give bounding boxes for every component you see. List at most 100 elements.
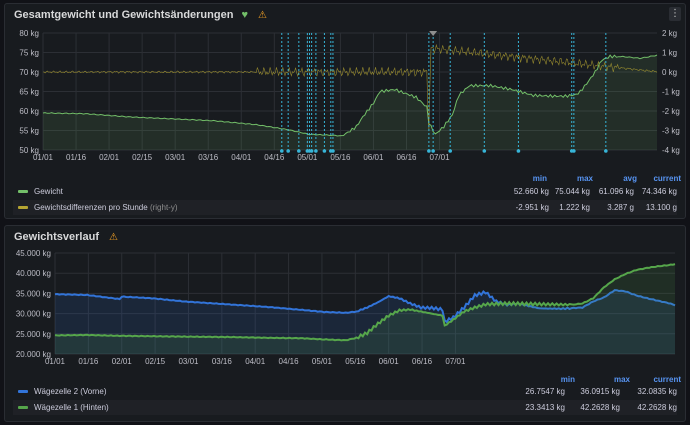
x-tick-label: 07/01 <box>445 357 466 366</box>
annotation-marker <box>448 149 453 153</box>
y-tick-label: 75 kg <box>19 49 39 58</box>
y-tick-label: 25.000 kg <box>16 330 51 339</box>
annotation-marker <box>516 149 521 153</box>
x-tick-label: 01/16 <box>66 153 87 162</box>
legend-current: 13.100 g <box>645 203 677 212</box>
legend-current: 42.2628 kg <box>637 403 677 412</box>
y2-tick-label: -2 kg <box>662 107 680 116</box>
annotation-marker <box>297 149 301 153</box>
x-tick-label: 07/01 <box>430 153 451 162</box>
legend-min: 52.660 kg <box>513 187 549 196</box>
legend-row-gewicht[interactable]: Gewicht 52.660 kg 75.044 kg 61.096 kg 74… <box>13 184 677 199</box>
legend-header-current[interactable]: current <box>653 375 681 384</box>
chart-gesamtgewicht[interactable]: 50 kg 55 kg 60 kg 65 kg 70 kg 75 kg 80 kg 01/01… <box>5 4 687 164</box>
legend-swatch <box>18 390 28 393</box>
y-tick-label: 45.000 kg <box>16 249 51 258</box>
x-tick-label: 05/01 <box>312 357 333 366</box>
x-tick-label: 01/01 <box>45 357 66 366</box>
legend-header-avg[interactable]: avg <box>623 174 637 183</box>
legend-header-min[interactable]: min <box>560 375 575 384</box>
y2-tick-label: 1 kg <box>662 49 677 58</box>
y2-tick-label: -3 kg <box>662 127 680 136</box>
x-tick-label: 02/01 <box>112 357 133 366</box>
annotation-marker <box>286 149 290 153</box>
series-line-waegezelle-2 <box>54 289 676 324</box>
annotation-marker <box>314 149 318 153</box>
annotation-marker <box>309 149 314 153</box>
annotation-marker <box>572 149 576 153</box>
annotation-marker <box>431 149 435 153</box>
legend-min: 23.3413 kg <box>525 403 565 412</box>
x-tick-label: 05/01 <box>297 153 318 162</box>
x-tick-label: 01/16 <box>78 357 99 366</box>
series-line-differenzen <box>43 43 658 132</box>
x-tick-label: 02/15 <box>145 357 166 366</box>
panel-title-text: Gewichtsverlauf <box>14 231 99 243</box>
legend-header-current[interactable]: current <box>653 174 681 183</box>
legend-current: 74.346 kg <box>641 187 677 196</box>
panel-title[interactable]: Gesamtgewicht und Gewichtsänderungen ♥ ⚠ <box>14 9 267 21</box>
y-tick-label: 35.000 kg <box>16 289 51 298</box>
y2-tick-label: 2 kg <box>662 29 677 38</box>
legend-min: -2.951 kg <box>515 203 549 212</box>
legend-max: 75.044 kg <box>554 187 590 196</box>
legend-header-max[interactable]: max <box>576 174 593 183</box>
legend-max: 42.2628 kg <box>580 403 620 412</box>
y-tick-label: 40.000 kg <box>16 269 51 278</box>
chart-gewichtsverlauf[interactable]: 20.000 kg 25.000 kg 30.000 kg 35.000 kg 40.0… <box>5 226 687 371</box>
legend-min: 26.7547 kg <box>525 387 565 396</box>
y-tick-label: 70 kg <box>19 68 39 77</box>
x-tick-label: 04/01 <box>245 357 266 366</box>
y-tick-label: 55 kg <box>19 127 39 136</box>
annotation-marker <box>604 149 608 153</box>
legend-header-min[interactable]: min <box>532 174 547 183</box>
y-tick-label: 80 kg <box>19 29 39 38</box>
y2-tick-label: -1 kg <box>662 88 680 97</box>
x-tick-label: 05/16 <box>345 357 366 366</box>
legend-name: Gewicht <box>34 187 63 196</box>
x-tick-label: 03/16 <box>212 357 233 366</box>
legend-name: Gewichtsdifferenzen pro Stunde (right-y) <box>34 203 178 212</box>
y-tick-label: 20.000 kg <box>16 350 51 359</box>
warning-icon[interactable]: ⚠ <box>108 232 118 243</box>
x-tick-label: 06/01 <box>363 153 384 162</box>
legend-swatch <box>18 406 28 409</box>
panel-title[interactable]: Gewichtsverlauf ⚠ <box>14 231 118 243</box>
x-tick-label: 06/16 <box>396 153 417 162</box>
legend-max: 1.222 kg <box>559 203 590 212</box>
y-tick-label: 30.000 kg <box>16 310 51 319</box>
panel-title-text: Gesamtgewicht und Gewichtsänderungen <box>14 9 234 21</box>
legend-swatch <box>18 190 28 193</box>
panel-gewichtsverlauf: Gewichtsverlauf ⚠ 20.000 kg 25.000 kg 30.00… <box>4 225 686 422</box>
x-tick-label: 03/16 <box>198 153 219 162</box>
series-area-gewicht <box>43 55 657 150</box>
kebab-menu-icon[interactable]: ⋮ <box>669 7 681 21</box>
y-tick-label: 65 kg <box>19 88 39 97</box>
legend-avg: 3.287 g <box>607 203 634 212</box>
x-tick-label: 04/16 <box>279 357 300 366</box>
panel-gesamtgewicht: Gesamtgewicht und Gewichtsänderungen ♥ ⚠ ⋮… <box>4 3 686 219</box>
y-tick-label: 60 kg <box>19 107 39 116</box>
legend-current: 32.0835 kg <box>637 387 677 396</box>
legend-name-text: Gewichtsdifferenzen pro Stunde <box>34 203 148 212</box>
annotation-marker <box>279 149 284 153</box>
legend-row-waegezelle-2[interactable]: Wägezelle 2 (Vorne) 26.7547 kg 36.0915 k… <box>13 384 677 399</box>
y-tick-label: 50 kg <box>19 146 39 155</box>
x-tick-label: 04/16 <box>264 153 285 162</box>
annotation-flag <box>429 31 438 36</box>
x-tick-label: 01/01 <box>33 153 54 162</box>
legend-swatch <box>18 206 28 209</box>
legend-avg: 61.096 kg <box>598 187 634 196</box>
x-tick-label: 03/01 <box>178 357 199 366</box>
legend-header-max[interactable]: max <box>613 375 630 384</box>
heart-icon[interactable]: ♥ <box>241 9 248 21</box>
annotation-marker <box>482 149 487 153</box>
x-tick-label: 04/01 <box>231 153 252 162</box>
x-tick-label: 02/15 <box>132 153 153 162</box>
legend-row-differenzen[interactable]: Gewichtsdifferenzen pro Stunde (right-y)… <box>13 200 677 215</box>
warning-icon[interactable]: ⚠ <box>257 10 267 21</box>
series-line-waegezelle-1 <box>54 263 676 342</box>
legend-row-waegezelle-1[interactable]: Wägezelle 1 (Hinten) 23.3413 kg 42.2628 … <box>13 400 677 415</box>
legend-max: 36.0915 kg <box>580 387 620 396</box>
legend-name: Wägezelle 2 (Vorne) <box>34 387 107 396</box>
